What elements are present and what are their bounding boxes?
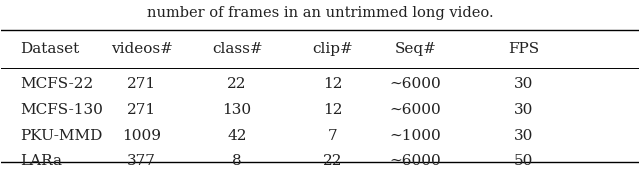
Text: 8: 8 <box>232 154 242 168</box>
Text: class#: class# <box>212 42 262 56</box>
Text: 22: 22 <box>323 154 342 168</box>
Text: clip#: clip# <box>312 42 353 56</box>
Text: 271: 271 <box>127 103 156 117</box>
Text: MCFS-22: MCFS-22 <box>20 77 93 91</box>
Text: PKU-MMD: PKU-MMD <box>20 129 103 143</box>
Text: ∼6000: ∼6000 <box>390 103 442 117</box>
Text: ∼6000: ∼6000 <box>390 77 442 91</box>
Text: MCFS-130: MCFS-130 <box>20 103 104 117</box>
Text: Dataset: Dataset <box>20 42 80 56</box>
Text: 12: 12 <box>323 77 342 91</box>
Text: 50: 50 <box>514 154 534 168</box>
Text: 130: 130 <box>223 103 252 117</box>
Text: ∼6000: ∼6000 <box>390 154 442 168</box>
Text: 42: 42 <box>227 129 247 143</box>
Text: 30: 30 <box>514 77 534 91</box>
Text: 30: 30 <box>514 129 534 143</box>
Text: 271: 271 <box>127 77 156 91</box>
Text: 1009: 1009 <box>122 129 161 143</box>
Text: 22: 22 <box>227 77 247 91</box>
Text: number of frames in an untrimmed long video.: number of frames in an untrimmed long vi… <box>147 6 493 20</box>
Text: 12: 12 <box>323 103 342 117</box>
Text: FPS: FPS <box>508 42 540 56</box>
Text: Seq#: Seq# <box>395 42 436 56</box>
Text: 377: 377 <box>127 154 156 168</box>
Text: 7: 7 <box>328 129 337 143</box>
Text: 30: 30 <box>514 103 534 117</box>
Text: LARa: LARa <box>20 154 63 168</box>
Text: videos#: videos# <box>111 42 173 56</box>
Text: ∼1000: ∼1000 <box>390 129 442 143</box>
